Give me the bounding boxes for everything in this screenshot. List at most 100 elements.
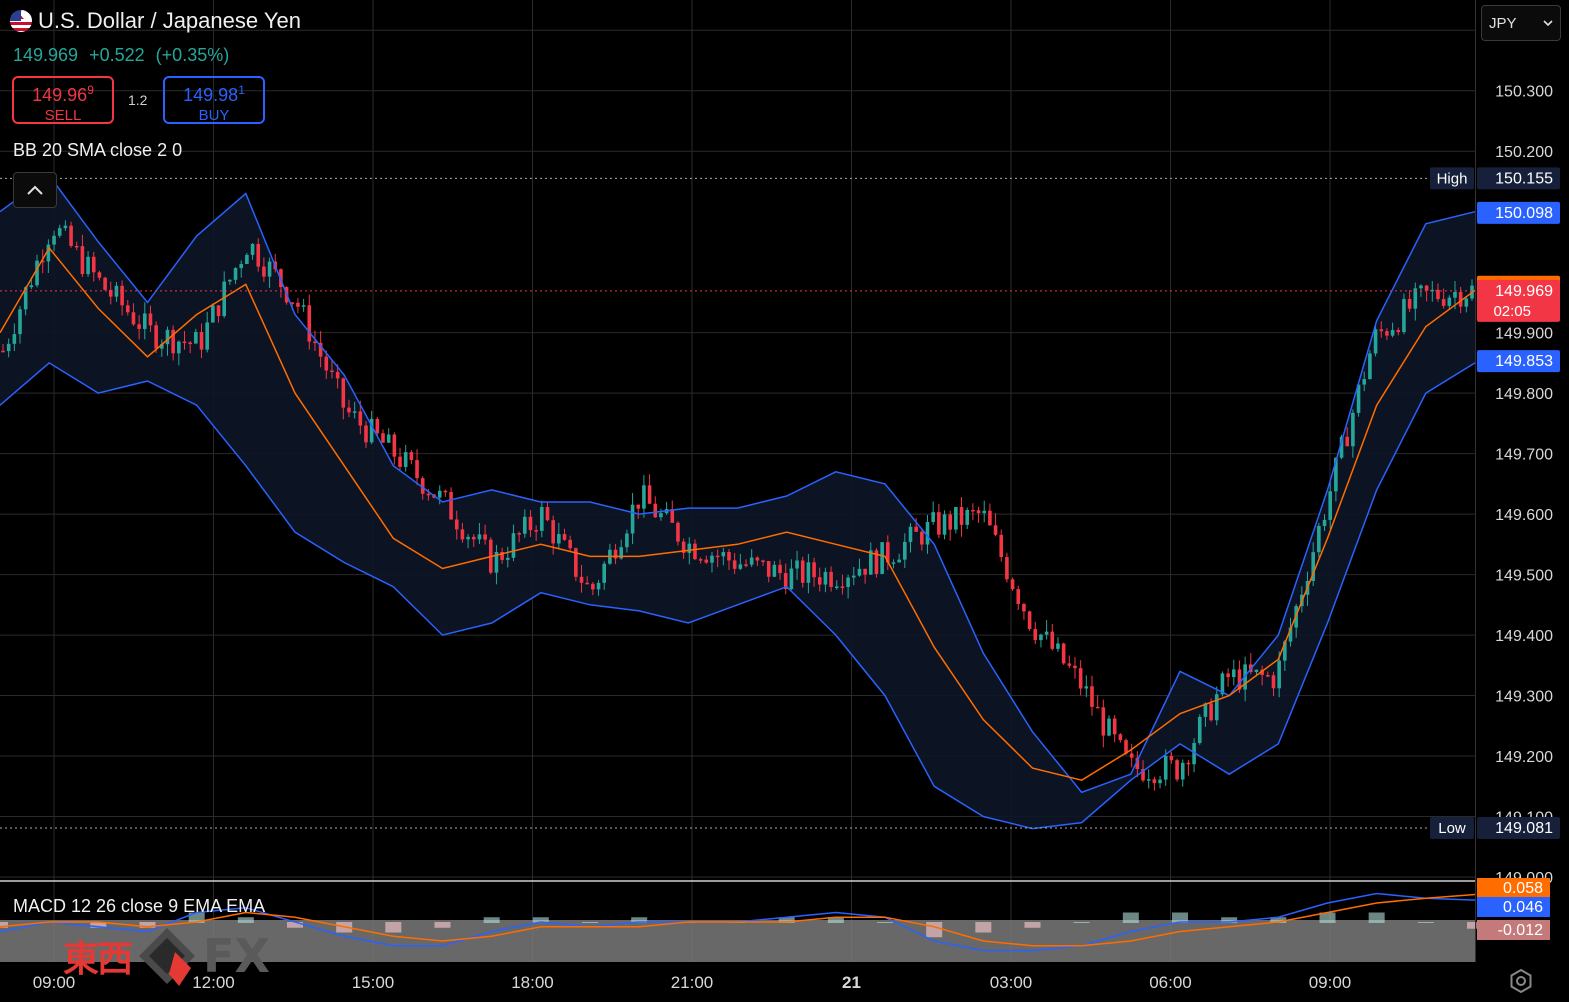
candle xyxy=(744,559,748,568)
candle xyxy=(1107,715,1111,737)
buy-button[interactable]: 149.981 BUY xyxy=(163,76,265,124)
price-tag-bg xyxy=(1477,817,1560,840)
candle-body xyxy=(988,510,992,526)
bb-lower-line xyxy=(0,361,1476,830)
candle xyxy=(659,508,663,521)
macd-tag-value: 0.058 xyxy=(1503,880,1543,897)
price-tag-countdown: 02:05 xyxy=(1493,303,1531,320)
candle xyxy=(829,566,833,592)
bb-indicator-legend[interactable]: BB 20 SMA close 2 0 xyxy=(13,140,183,160)
candle-body xyxy=(1129,753,1134,758)
time-tick-label: 15:00 xyxy=(352,973,395,992)
candle-body xyxy=(721,552,726,557)
candle xyxy=(91,251,96,282)
candle xyxy=(86,251,90,277)
candle-body xyxy=(1260,669,1264,675)
candle xyxy=(352,401,357,419)
candle xyxy=(880,542,884,575)
candle xyxy=(228,279,232,285)
candle xyxy=(670,500,675,523)
candle-body xyxy=(959,507,964,525)
candle xyxy=(636,504,641,519)
candle-body xyxy=(1175,760,1179,780)
candle-body xyxy=(772,564,777,577)
candle xyxy=(1,344,5,353)
candle xyxy=(160,339,164,357)
candle-body xyxy=(1407,298,1412,309)
macd-histogram-bar xyxy=(385,922,402,933)
candle xyxy=(834,580,839,590)
candle-body xyxy=(1090,686,1094,707)
candle-body xyxy=(1039,634,1043,641)
candle-body xyxy=(1214,694,1219,721)
candle-body xyxy=(1379,329,1384,332)
candle xyxy=(324,350,329,380)
macd-tag: 0.046 xyxy=(1477,897,1550,917)
macd-histogram-bar xyxy=(188,912,205,923)
candle xyxy=(727,548,731,570)
price-tick-label: 149.300 xyxy=(1495,689,1553,706)
candle-body xyxy=(1453,292,1457,298)
candle-body xyxy=(449,492,453,520)
candle-body xyxy=(103,277,107,290)
candle-body xyxy=(1169,755,1174,761)
candle xyxy=(557,522,561,549)
candle xyxy=(341,377,346,420)
candle xyxy=(846,574,850,599)
macd-histogram-bar xyxy=(1319,912,1336,923)
price-tag: 149.853 xyxy=(1477,350,1560,373)
candle xyxy=(954,507,958,534)
candle-body xyxy=(437,490,442,498)
macd-tag-bg xyxy=(1477,878,1550,898)
candle xyxy=(97,270,102,281)
price-tag: 149.969 02:05 xyxy=(1477,279,1560,322)
macd-indicator-legend[interactable]: MACD 12 26 close 9 EMA EMA xyxy=(13,896,266,916)
macd-histogram-bar xyxy=(1270,917,1287,923)
candle-body xyxy=(46,244,51,262)
candle-body xyxy=(903,541,907,560)
candle-body xyxy=(971,509,975,512)
candle xyxy=(262,257,266,283)
sell-button[interactable]: 149.969 SELL xyxy=(12,76,114,124)
macd-histogram-bar xyxy=(1368,912,1385,923)
candle-body xyxy=(698,559,703,561)
candle xyxy=(1413,282,1418,321)
candle-body xyxy=(795,560,799,569)
candle xyxy=(392,432,397,465)
candle-body xyxy=(1430,289,1435,292)
candle xyxy=(103,276,107,291)
symbol-title[interactable]: U.S. Dollar / Japanese Yen xyxy=(10,8,301,34)
candle-body xyxy=(1027,611,1032,629)
candle-body xyxy=(1424,285,1429,291)
candle-body xyxy=(256,244,261,267)
candle-body xyxy=(409,452,414,461)
candle xyxy=(715,549,720,568)
candle xyxy=(148,305,153,333)
candle xyxy=(1311,542,1315,587)
candle xyxy=(239,260,244,278)
macd-histogram-bar xyxy=(483,917,500,923)
settings-gear-icon[interactable] xyxy=(1508,968,1534,999)
candle-body xyxy=(1220,673,1225,695)
candle xyxy=(1203,702,1208,727)
candle-body xyxy=(324,356,329,371)
collapse-legend-button[interactable] xyxy=(13,172,57,208)
candle-body xyxy=(381,433,385,443)
candle xyxy=(579,564,584,593)
candle xyxy=(1447,295,1452,310)
candle xyxy=(381,429,385,443)
candle xyxy=(1056,637,1060,652)
macd-tag: 0.058 xyxy=(1477,878,1550,898)
price-tag-value: 149.081 xyxy=(1495,820,1553,837)
currency-select[interactable]: JPY xyxy=(1481,5,1561,41)
candle xyxy=(1163,749,1168,786)
candle-body xyxy=(562,534,567,540)
candle-body xyxy=(1,350,5,353)
candle-body xyxy=(642,485,646,509)
candle xyxy=(585,576,589,585)
candle xyxy=(1169,751,1174,764)
candle xyxy=(698,557,703,564)
candle-body xyxy=(1390,330,1395,336)
candle xyxy=(721,547,726,566)
